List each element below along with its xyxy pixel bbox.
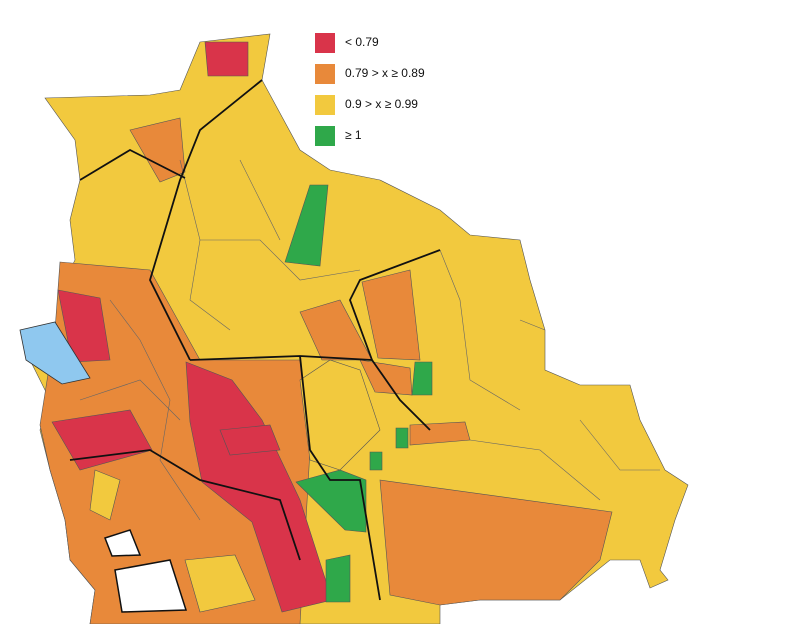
municipal-borders <box>79 159 660 521</box>
legend-label: 0.79 > x ≥ 0.89 <box>345 66 425 80</box>
legend-label: 0.9 > x ≥ 0.99 <box>345 97 418 111</box>
legend-label: ≥ 1 <box>345 128 362 142</box>
salt-flat <box>104 529 142 557</box>
legend-swatch <box>315 126 335 146</box>
yellow-pockets <box>89 359 381 613</box>
legend: < 0.79 0.79 > x ≥ 0.89 0.9 > x ≥ 0.99 ≥ 1 <box>315 33 425 146</box>
lake <box>19 321 91 385</box>
legend-swatch <box>315 64 335 84</box>
department-borders <box>69 79 441 601</box>
legend-swatch <box>315 33 335 53</box>
salt-flat <box>114 559 188 613</box>
green-regions <box>284 184 433 603</box>
legend-swatch <box>315 95 335 115</box>
legend-label: < 0.79 <box>345 35 379 49</box>
red-regions <box>51 41 333 613</box>
